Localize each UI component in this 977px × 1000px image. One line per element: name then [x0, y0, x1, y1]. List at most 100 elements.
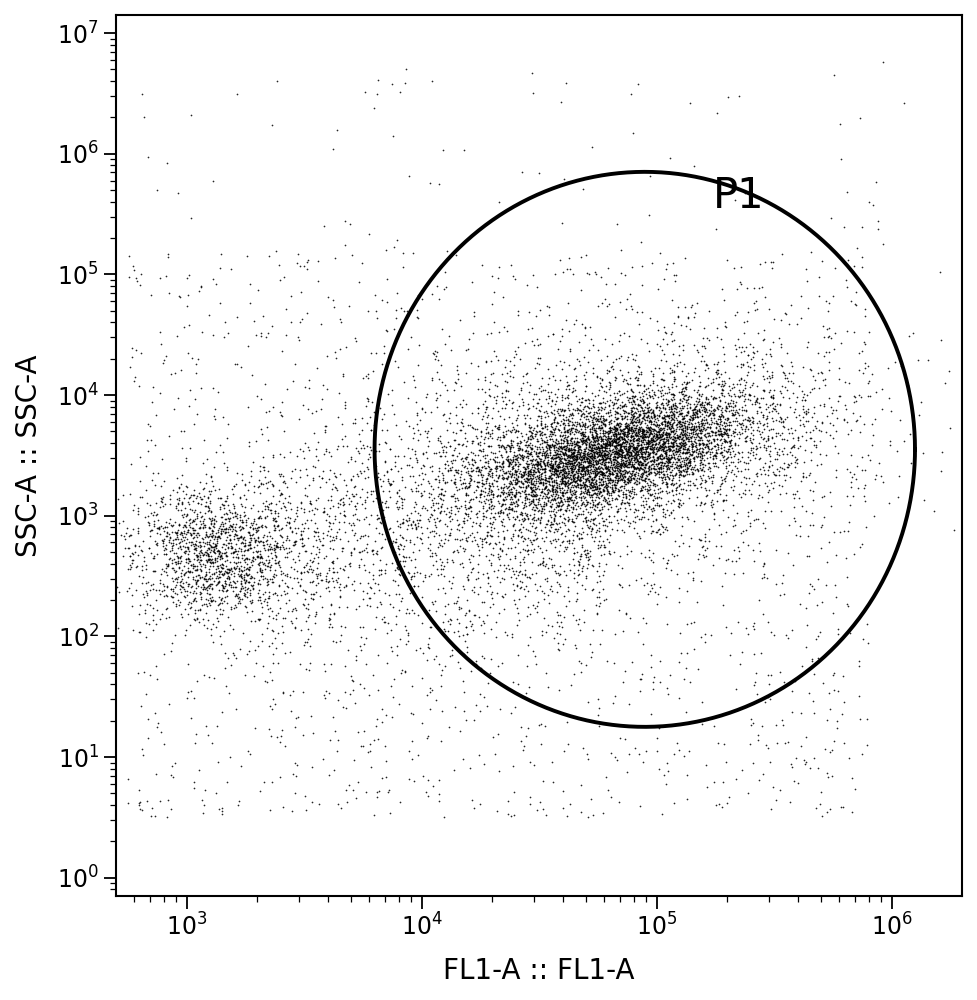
- Point: [269, 549, 284, 565]
- Point: [608, 438, 623, 454]
- Point: [621, 440, 637, 456]
- Point: [147, 518, 162, 534]
- Point: [420, 473, 436, 489]
- Point: [462, 417, 478, 433]
- Point: [605, 437, 620, 453]
- Point: [610, 422, 625, 438]
- Point: [463, 460, 479, 476]
- Point: [581, 452, 597, 468]
- Point: [562, 343, 577, 359]
- Point: [584, 396, 600, 412]
- Point: [524, 475, 539, 491]
- Point: [699, 402, 714, 418]
- Point: [425, 370, 441, 386]
- Point: [450, 503, 466, 519]
- Point: [233, 583, 248, 599]
- Point: [664, 404, 680, 420]
- Point: [494, 496, 510, 512]
- Point: [362, 736, 378, 752]
- Point: [240, 541, 256, 557]
- Point: [617, 426, 633, 442]
- Point: [159, 524, 175, 540]
- Point: [637, 471, 653, 487]
- Point: [741, 409, 756, 425]
- Point: [448, 611, 464, 627]
- Point: [715, 378, 731, 394]
- Point: [550, 448, 566, 464]
- Point: [208, 602, 224, 618]
- Point: [573, 466, 589, 482]
- Point: [712, 432, 728, 448]
- Point: [495, 536, 511, 552]
- Point: [463, 471, 479, 487]
- Point: [513, 506, 529, 522]
- Point: [271, 605, 286, 621]
- Point: [462, 467, 478, 483]
- Point: [581, 400, 597, 416]
- Point: [550, 446, 566, 462]
- Point: [719, 252, 735, 268]
- Point: [582, 439, 598, 455]
- Point: [762, 754, 778, 770]
- Point: [602, 413, 617, 429]
- Point: [342, 515, 358, 531]
- Point: [256, 593, 272, 609]
- Point: [526, 267, 541, 283]
- Point: [382, 441, 398, 457]
- Point: [219, 521, 234, 537]
- Point: [612, 602, 627, 618]
- Point: [614, 422, 629, 438]
- Point: [490, 505, 506, 521]
- Point: [590, 448, 606, 464]
- Point: [667, 397, 683, 413]
- Point: [664, 439, 680, 455]
- Point: [446, 382, 461, 398]
- Point: [607, 433, 622, 449]
- Point: [143, 597, 158, 613]
- Point: [664, 379, 680, 395]
- Point: [627, 442, 643, 458]
- Point: [800, 413, 816, 429]
- Point: [308, 532, 323, 548]
- Point: [568, 637, 583, 653]
- Point: [692, 419, 707, 435]
- Point: [565, 459, 580, 475]
- Point: [490, 481, 506, 497]
- Point: [815, 253, 830, 269]
- Point: [593, 395, 609, 411]
- Point: [597, 473, 613, 489]
- Point: [601, 434, 616, 450]
- Point: [605, 361, 620, 377]
- Point: [513, 516, 529, 532]
- Point: [441, 509, 456, 525]
- Point: [545, 484, 561, 500]
- Point: [252, 589, 268, 605]
- Point: [219, 595, 234, 611]
- Point: [398, 622, 413, 638]
- Point: [833, 335, 849, 351]
- Point: [676, 467, 692, 483]
- Point: [360, 544, 375, 560]
- Point: [185, 350, 200, 366]
- Point: [205, 554, 221, 570]
- Point: [550, 498, 566, 514]
- Point: [343, 545, 359, 561]
- Point: [564, 448, 579, 464]
- Point: [737, 393, 752, 409]
- Point: [679, 413, 695, 429]
- Point: [632, 683, 648, 699]
- Point: [309, 566, 324, 582]
- Point: [609, 415, 624, 431]
- Point: [297, 379, 313, 395]
- Point: [543, 470, 559, 486]
- Point: [553, 558, 569, 574]
- Point: [665, 411, 681, 427]
- Point: [573, 463, 589, 479]
- Point: [567, 486, 582, 502]
- Point: [686, 418, 701, 434]
- Point: [518, 566, 533, 582]
- Point: [170, 574, 186, 590]
- Point: [679, 442, 695, 458]
- Point: [806, 422, 822, 438]
- Point: [141, 540, 156, 556]
